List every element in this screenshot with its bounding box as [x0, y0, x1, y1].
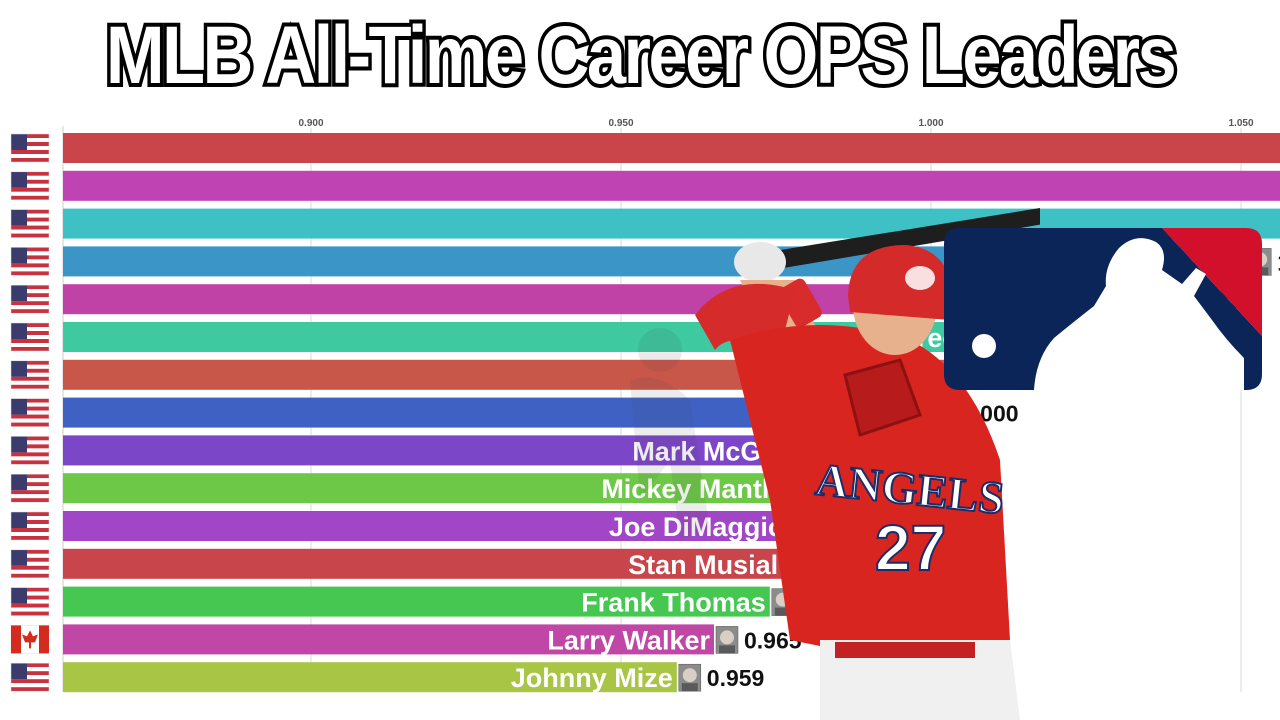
- bar: [63, 473, 789, 504]
- usa-flag-icon: [10, 322, 50, 352]
- bar: [63, 511, 789, 541]
- bar-label: Mickey Mantle: [601, 474, 784, 504]
- batter-silhouette-icon: [630, 328, 710, 540]
- player-photo-icon: [715, 626, 739, 654]
- usa-flag-icon: [10, 549, 50, 579]
- bar: [63, 586, 770, 617]
- bar: [63, 435, 820, 466]
- mlb-logo: [944, 228, 1262, 390]
- batting-glove-icon: [734, 242, 786, 282]
- batter-image: ANGELS 27: [630, 208, 1040, 720]
- tick-label: 0.950: [608, 118, 633, 129]
- value-label: 1.051: [1277, 249, 1280, 275]
- bar: [63, 662, 677, 693]
- bar-label: Johnny Mize: [511, 663, 673, 693]
- usa-flag-icon: [10, 360, 50, 390]
- usa-flag-icon: [10, 587, 50, 616]
- tick-label: 1.050: [1228, 118, 1253, 129]
- usa-flag-icon: [10, 171, 50, 201]
- bar-row: Ted Williams1.116: [10, 170, 1280, 201]
- bar-row: Babe Ruth1.164: [10, 133, 1280, 163]
- usa-flag-icon: [10, 511, 50, 541]
- bar-label: Larry Walker: [547, 625, 710, 655]
- bar-label: Joe DiMaggio: [609, 512, 785, 542]
- bar: [63, 170, 1280, 201]
- jersey: [730, 325, 1010, 650]
- helmet-icon: [848, 245, 955, 320]
- page-title: MLB All-Time Career OPS Leaders: [102, 6, 1180, 105]
- bar: [63, 133, 1280, 163]
- bar-row: Johnny Mize 0.959: [10, 662, 765, 693]
- player-photo-icon: [678, 663, 702, 692]
- bar-label: Frank Thomas: [581, 588, 766, 618]
- usa-flag-icon: [10, 662, 50, 692]
- value-label: 0.959: [707, 665, 765, 691]
- svg-text:27: 27: [875, 512, 946, 584]
- bar-label: Stan Musial: [628, 550, 778, 580]
- tick-label: 1.000: [918, 118, 943, 129]
- usa-flag-icon: [10, 284, 50, 314]
- usa-flag-icon: [10, 247, 50, 276]
- bar-row: Larry Walker 0.965: [10, 624, 802, 655]
- canada-flag-icon: [10, 625, 50, 654]
- usa-flag-icon: [10, 473, 50, 503]
- usa-flag-icon: [10, 436, 50, 465]
- usa-flag-icon: [10, 133, 50, 163]
- bar: [63, 548, 783, 579]
- bar: [63, 624, 714, 655]
- bat-icon: [750, 208, 1040, 272]
- usa-flag-icon: [10, 398, 50, 427]
- tick-label: 0.900: [298, 118, 323, 129]
- usa-flag-icon: [10, 209, 50, 238]
